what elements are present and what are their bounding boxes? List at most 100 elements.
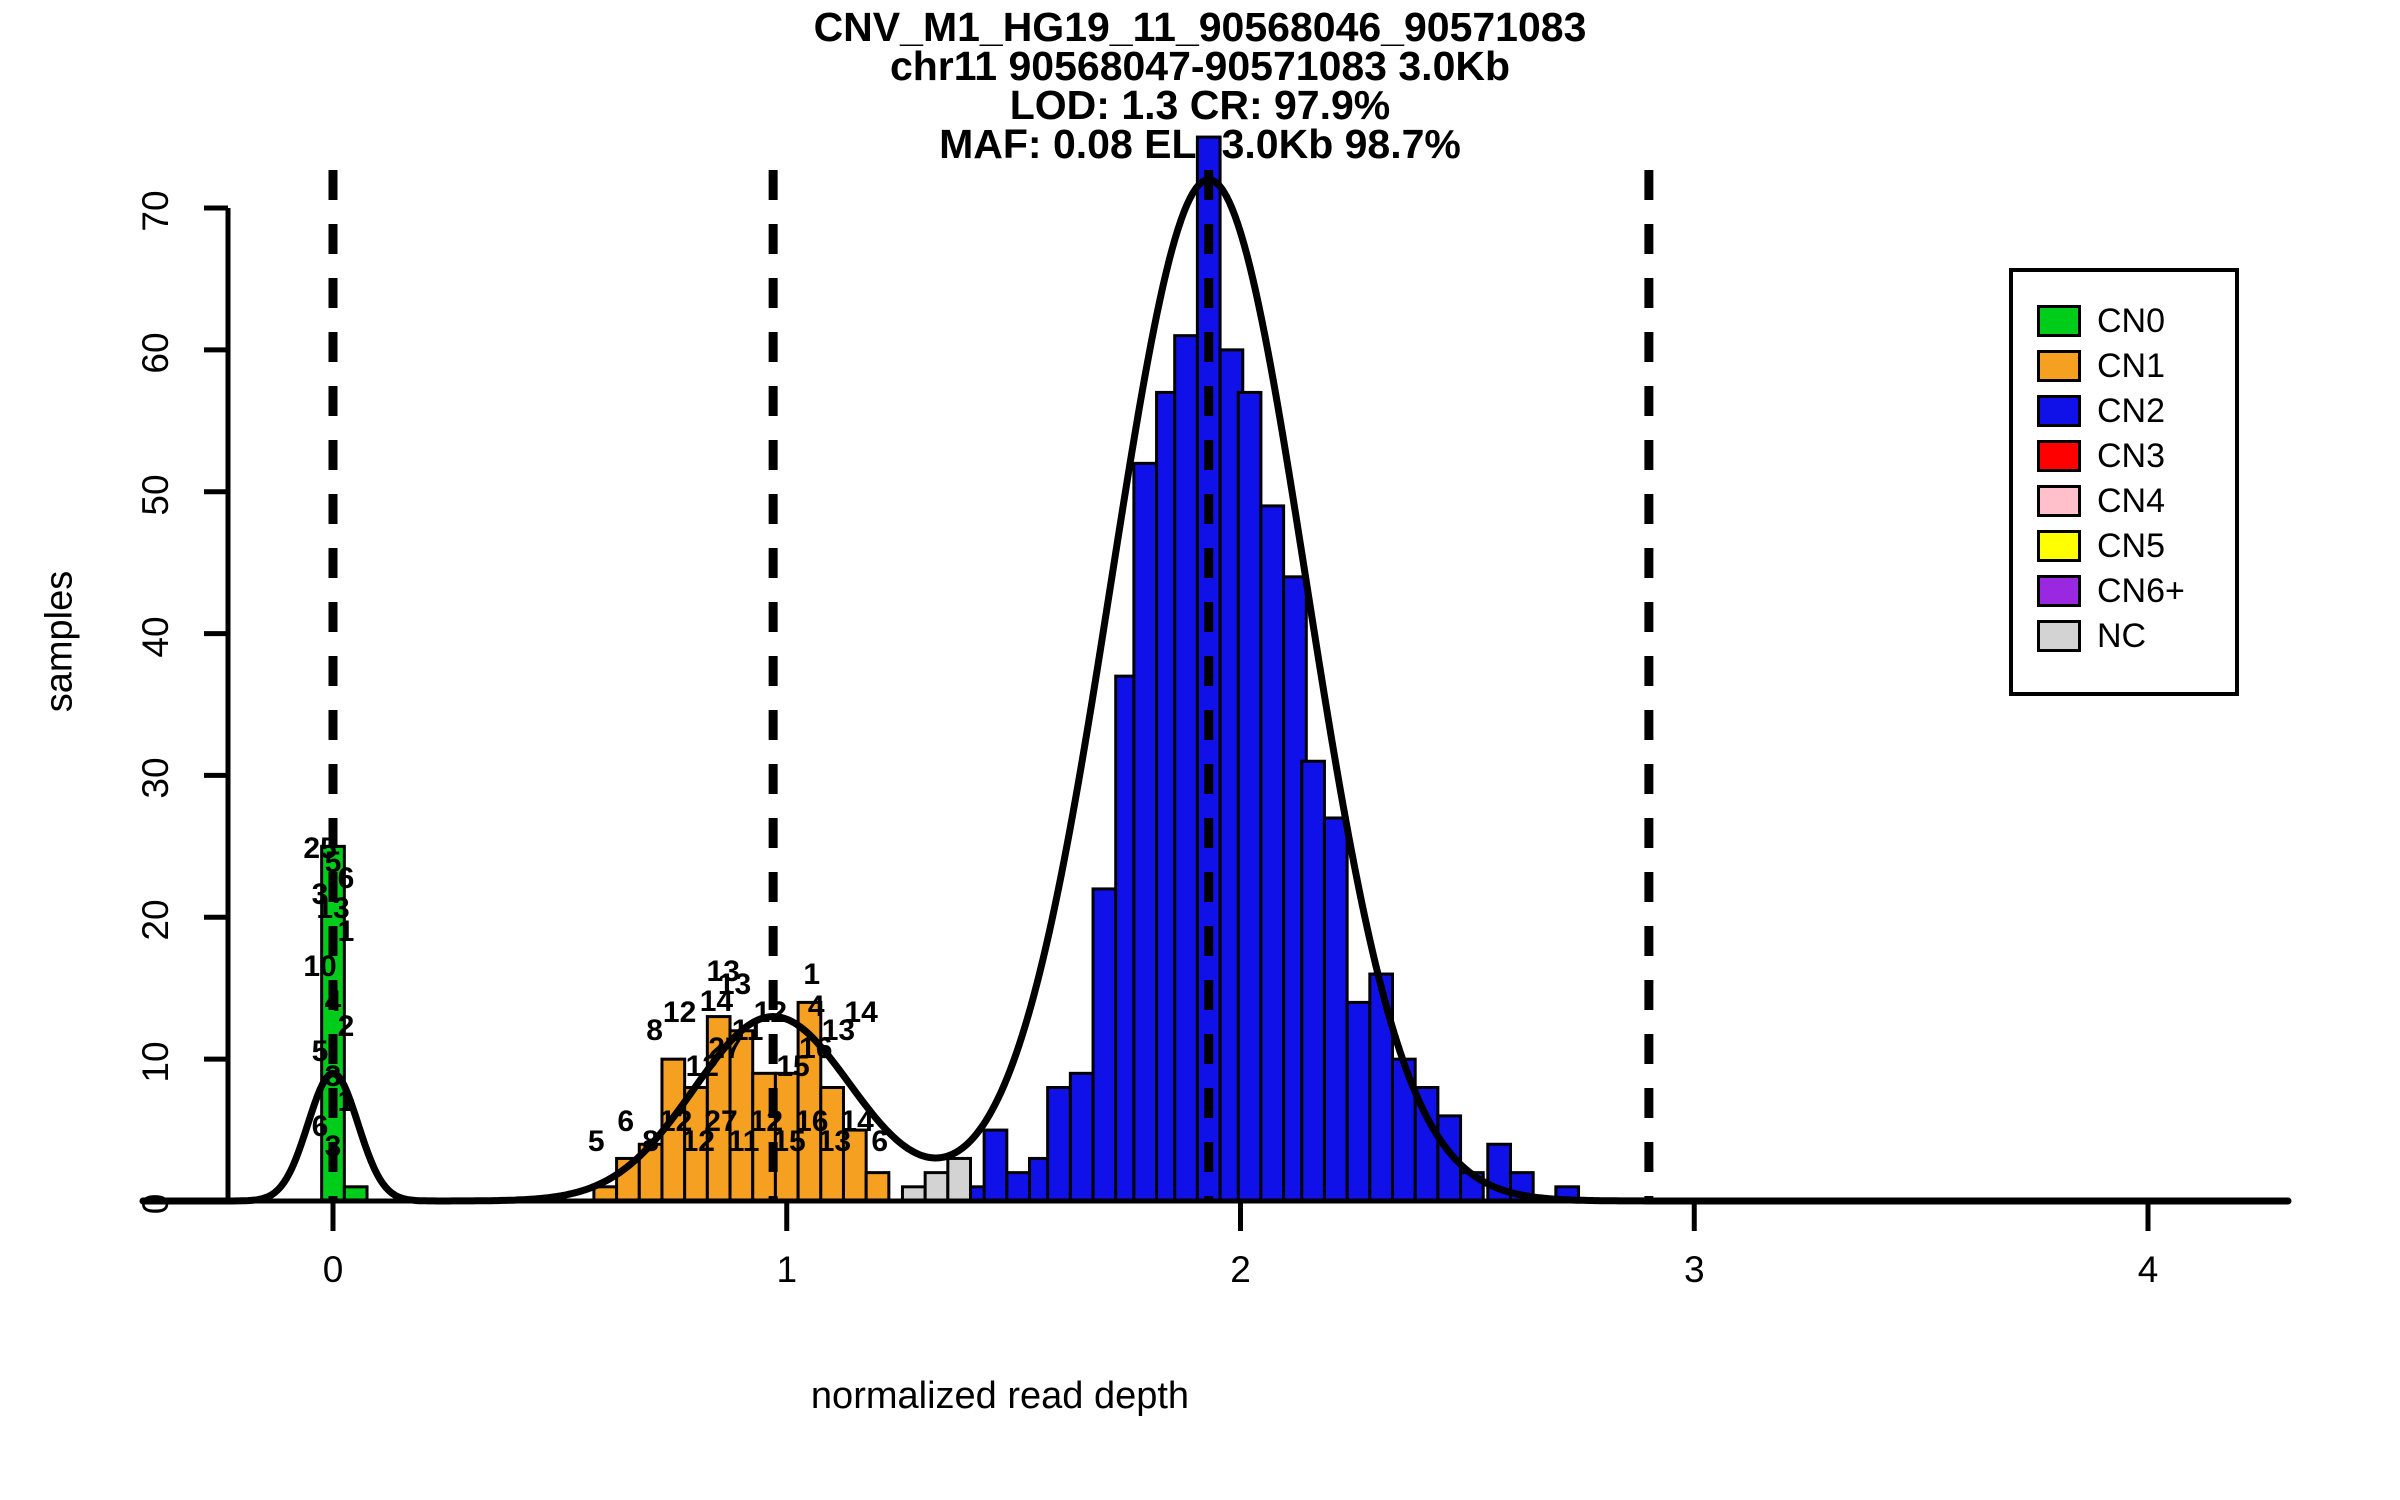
bar-value-label-cn0: 3	[324, 1130, 342, 1163]
bar-value-label-cn1: 13	[717, 968, 752, 1001]
bar-value-label-cn1: 16	[799, 1032, 833, 1065]
bar-value-label-cn1: 27	[708, 1032, 742, 1065]
bar-value-label-cn1: 13	[817, 1125, 852, 1158]
x-tick-label: 3	[1683, 1249, 1705, 1290]
legend-label: NC	[2097, 616, 2147, 655]
legend-item-cn6plus[interactable]: CN6+	[2037, 568, 2235, 613]
y-tick-label: 40	[135, 615, 176, 658]
legend-swatch-cn5	[2037, 529, 2081, 562]
histogram-bar-nc	[946, 1156, 973, 1203]
legend-label: CN5	[2097, 526, 2166, 565]
legend-box: CN0 CN1 CN2 CN3 CN4 CN5 CN6+ NC	[2009, 268, 2239, 696]
bar-value-label-cn1: 1	[803, 958, 821, 991]
bar-value-label-cn1: 14	[840, 1105, 874, 1138]
legend-item-nc[interactable]: NC	[2037, 613, 2235, 658]
bar-value-label-cn0: 25	[303, 832, 337, 865]
histogram-bar-cn2	[1173, 334, 1199, 1203]
histogram-bar-cn2	[982, 1128, 1009, 1203]
y-tick-label: 20	[135, 899, 176, 941]
legend-swatch-cn6plus	[2037, 574, 2081, 607]
bar-value-label-cn0: 6	[311, 1110, 329, 1143]
bar-value-label-cn0: 3	[324, 1060, 342, 1093]
legend-item-cn2[interactable]: CN2	[2037, 388, 2235, 433]
legend-label: CN1	[2097, 346, 2166, 385]
bar-value-label-cn1: 27	[704, 1105, 738, 1138]
bar-value-label-cn1: 12	[753, 996, 788, 1029]
x-tick-label: 1	[776, 1249, 798, 1290]
legend-label: CN2	[2097, 391, 2166, 430]
x-tick-label: 4	[2137, 1249, 2159, 1290]
bar-value-label-cn1: 6	[871, 1125, 889, 1158]
chart-title-block: CNV_M1_HG19_11_90568046_90571083 chr11 9…	[0, 4, 2400, 167]
legend-label: CN0	[2097, 301, 2166, 340]
histogram-bar-nc	[923, 1171, 950, 1203]
bar-value-label-cn1: 14	[699, 985, 734, 1018]
legend-swatch-cn2	[2037, 394, 2081, 427]
title-line-2: chr11 90568047-90571083 3.0Kb	[889, 43, 1511, 89]
histogram-bar-cn2	[1068, 1071, 1095, 1203]
bar-value-label-cn0: 1	[337, 915, 355, 948]
bar-value-label-cn1: 15	[776, 1050, 810, 1083]
bar-value-label-cn1: 8	[642, 1125, 659, 1158]
legend-item-cn5[interactable]: CN5	[2037, 523, 2235, 568]
histogram-bar-cn2	[1046, 1086, 1072, 1203]
bar-value-label-cn1: 15	[772, 1125, 806, 1158]
bar-value-label-cn0: 6	[337, 862, 355, 895]
bar-value-label-cn1: 8	[646, 1014, 663, 1047]
y-tick-label: 30	[135, 757, 176, 799]
y-tick-label: 10	[135, 1041, 176, 1083]
legend-swatch-cn4	[2037, 484, 2081, 517]
bar-value-label-cn1: 16	[795, 1105, 829, 1138]
bar-value-label-cn0: 10	[303, 950, 337, 983]
x-axis-title: normalized read depth	[810, 1375, 1190, 1417]
y-tick-label: 60	[135, 332, 176, 374]
bar-value-label-cn1: 11	[731, 1014, 764, 1047]
legend-label: CN3	[2097, 436, 2166, 475]
bar-value-label-cn1: 12	[662, 996, 697, 1029]
y-tick-label: 0	[135, 1193, 176, 1215]
legend-item-cn3[interactable]: CN3	[2037, 433, 2235, 478]
bar-value-label-cn1: 14	[844, 996, 878, 1029]
title-line-1: CNV_M1_HG19_11_90568046_90571083	[813, 4, 1587, 50]
legend-swatch-nc	[2037, 619, 2081, 652]
bar-value-label-cn1: 5	[587, 1125, 605, 1158]
histogram-bar-cn1	[864, 1171, 891, 1203]
bar-value-label-cn1: 13	[821, 1014, 856, 1047]
y-tick-label: 50	[135, 474, 176, 516]
legend-item-cn1[interactable]: CN1	[2037, 343, 2235, 388]
bar-value-label-cn0: 1	[337, 1085, 355, 1118]
bar-value-label-cn0: 5	[324, 846, 342, 879]
bar-value-label-cn1: 12	[749, 1105, 784, 1138]
legend-swatch-cn1	[2037, 349, 2081, 382]
histogram-bar-cn2	[1300, 759, 1326, 1203]
bar-value-label-cn0: 5	[311, 1035, 329, 1068]
histogram-bar-cn2	[1005, 1171, 1032, 1203]
bar-value-label-cn1: 12	[658, 1105, 693, 1138]
bar-value-label-cn1: 12	[681, 1125, 715, 1158]
bar-value-label-cn0: 3	[311, 878, 329, 911]
histogram-bar-cn2	[1132, 461, 1159, 1203]
histogram-bar-cn2	[1091, 887, 1118, 1203]
legend-item-cn0[interactable]: CN0	[2037, 298, 2235, 343]
bar-value-label-cn1: 6	[617, 1105, 634, 1138]
bar-value-label-cn1: 11	[727, 1125, 760, 1158]
histogram-bar-cn2	[1322, 816, 1349, 1203]
title-line-3: LOD: 1.3 CR: 97.9%	[1009, 82, 1391, 128]
x-tick-label: 0	[322, 1249, 344, 1290]
legend-swatch-cn0	[2037, 304, 2081, 337]
bar-value-label-cn1: 13	[706, 955, 740, 988]
bar-value-label-cn0: 13	[316, 892, 350, 925]
histogram-bar-cn2	[1345, 1000, 1372, 1203]
legend-label: CN4	[2097, 481, 2166, 520]
title-line-4: MAF: 0.08 EL: 3.0Kb 98.7%	[939, 121, 1461, 167]
bar-value-label-cn0: 4	[324, 985, 342, 1018]
legend-item-cn4[interactable]: CN4	[2037, 478, 2235, 523]
histogram-bar-cn2	[1236, 390, 1263, 1203]
bar-value-label-cn1: 4	[807, 990, 825, 1023]
bar-value-label-cn1: 12	[685, 1050, 719, 1083]
bar-value-label-cn0: 2	[337, 1010, 355, 1043]
x-tick-label: 2	[1230, 1249, 1251, 1290]
